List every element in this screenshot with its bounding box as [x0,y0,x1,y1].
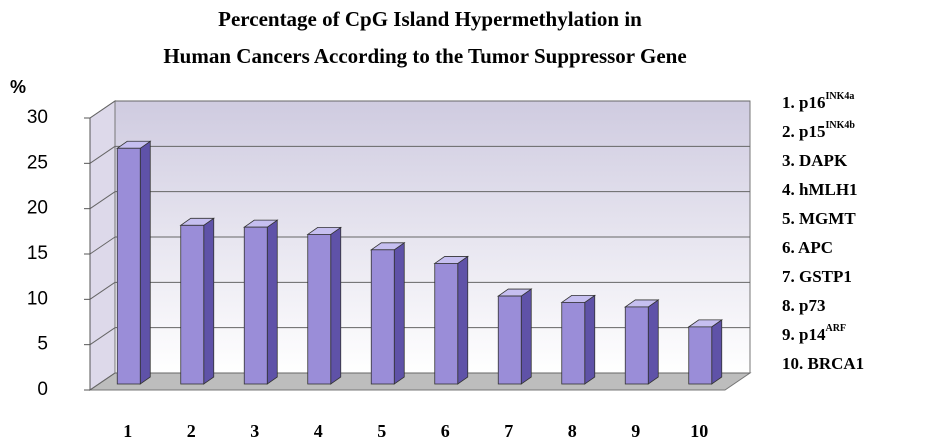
bar [369,242,406,385]
legend-label: 3. DAPK [782,151,848,170]
legend-entry: 10. BRCA1 [782,354,864,373]
grid-line [89,236,116,255]
bar [623,299,660,385]
bar [496,288,533,385]
grid-line [89,145,116,164]
bar [179,217,216,385]
legend-label: 5. MGMT [782,209,856,228]
grid-line [89,100,116,119]
y-tick-label: 5 [37,334,48,355]
x-tick-label: 10 [690,421,708,441]
legend-entry: 1. p16INK4a [782,91,854,112]
legend-entry: 8. p73 [782,296,825,315]
bar-side [457,255,469,385]
plot-area: 0 5 10 15 20 25 30 1 2 3 4 5 6 7 8 9 10 [27,100,752,441]
bar-front [624,306,649,385]
legend-superscript: ARF [825,323,846,334]
legend-entry: 6. APC [782,238,833,257]
x-tick-label: 2 [187,421,196,441]
y-tick-label: 10 [27,288,48,309]
bar-front [497,295,522,385]
bar [687,319,724,385]
grid-line [89,281,116,300]
bar-front [561,301,586,385]
chart-title: Human Cancers According to the Tumor Sup… [163,44,686,68]
bar-front [116,147,141,385]
bar-front [180,224,205,385]
legend-label: 2. p15 [782,122,825,141]
x-tick-label: 3 [250,421,259,441]
bar-side [647,299,659,385]
y-axis-label: % [10,77,26,97]
legend-label: 8. p73 [782,296,825,315]
bar-side [139,140,151,385]
bar-side [584,294,596,385]
legend-entry: 2. p15INK4b [782,120,855,141]
bar-front [434,263,459,385]
legend-superscript: INK4b [825,120,855,131]
bar [115,140,152,385]
legend-label: 4. hMLH1 [782,180,858,199]
x-tick-label: 6 [441,421,450,441]
bar-side [330,226,342,385]
y-tick-label: 20 [27,198,48,219]
legend-entry: 5. MGMT [782,209,856,228]
x-tick-label: 4 [314,421,323,441]
bar [560,294,597,385]
legend-label: 9. p14 [782,325,826,344]
legend-entry: 7. GSTP1 [782,267,852,286]
bar-front [370,249,395,385]
legend-label: 7. GSTP1 [782,267,852,286]
legend-label: 6. APC [782,238,833,257]
legend-superscript: INK4a [825,91,854,102]
bar-side [266,219,278,385]
x-tick-label: 7 [504,421,513,441]
grid-line [89,372,116,391]
x-tick-label: 5 [377,421,386,441]
legend-entry: 9. p14ARF [782,323,846,344]
bar-side [711,319,723,385]
bar-side [203,217,215,385]
bar [433,255,470,385]
bar-front [307,233,332,385]
y-tick-label: 25 [27,152,48,173]
bar [242,219,279,385]
grid-line [89,327,116,346]
bar-side [393,242,405,385]
legend-label: 1. p16 [782,93,825,112]
y-tick-label: 0 [37,379,48,400]
y-tick-label: 15 [27,243,48,264]
chart-title: Percentage of CpG Island Hypermethylatio… [218,7,642,31]
legend-entry: 4. hMLH1 [782,180,858,199]
bar-front [688,326,713,385]
bar [306,226,343,385]
bar-front [243,226,268,385]
legend-label: 10. BRCA1 [782,354,864,373]
bar-side [520,288,532,385]
legend-entry: 3. DAPK [782,151,848,170]
x-tick-label: 9 [631,421,640,441]
legend: 1. p16INK4a 2. p15INK4b 3. DAPK 4. hMLH1 5. … [782,91,864,373]
y-tick-label: 30 [27,107,48,128]
x-tick-label: 1 [123,421,132,441]
x-tick-label: 8 [568,421,577,441]
grid-line [89,191,116,210]
